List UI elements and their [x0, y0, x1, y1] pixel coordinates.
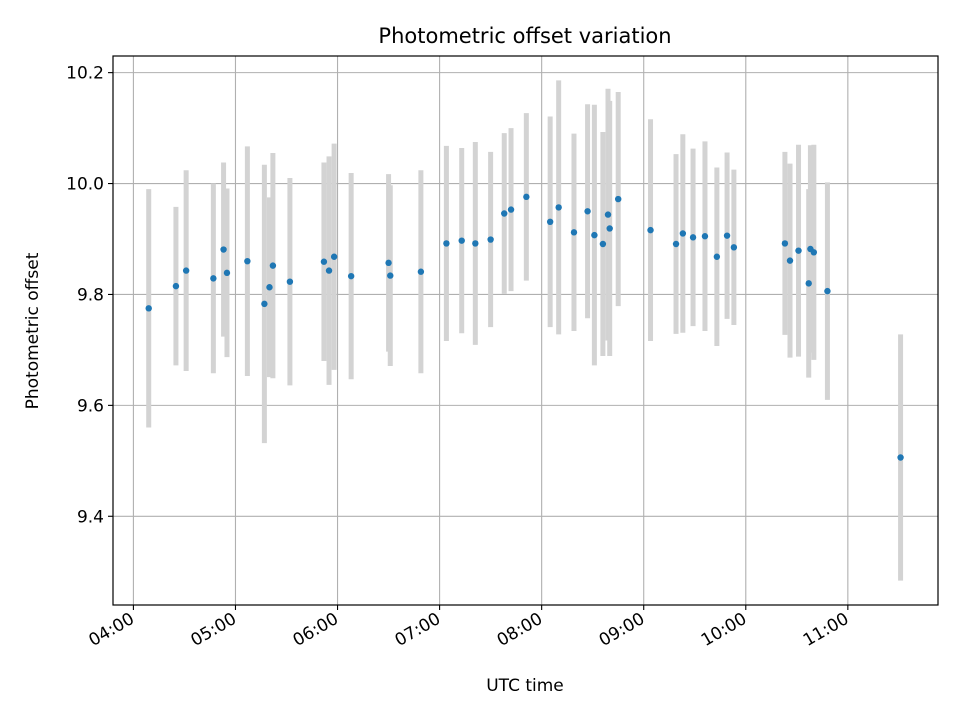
y-tick-label: 10.2 [66, 64, 104, 84]
data-point [347, 272, 355, 280]
data-point [781, 240, 789, 247]
data-point [223, 269, 231, 277]
data-points [145, 193, 904, 461]
data-point [458, 237, 465, 244]
y-tick-label: 9.6 [77, 396, 104, 416]
data-point [824, 287, 831, 295]
data-point [172, 282, 180, 290]
data-point [805, 280, 812, 287]
y-axis: 9.4 9.6 9.8 10.0 10.2 [66, 64, 113, 527]
data-point [244, 257, 251, 265]
x-axis-label: UTC time [486, 676, 564, 696]
data-point [182, 267, 190, 274]
data-point [730, 244, 738, 251]
data-point [443, 240, 450, 247]
y-axis-label: Photometric offset [23, 252, 43, 409]
data-point [584, 208, 591, 215]
data-point [220, 246, 227, 253]
data-point [261, 300, 268, 308]
y-tick-label: 9.8 [77, 285, 104, 305]
grid [113, 56, 938, 605]
data-point [523, 193, 530, 201]
data-point [723, 232, 731, 239]
data-point [320, 258, 328, 265]
data-point [606, 225, 613, 232]
plot-frame [112, 55, 939, 606]
chart-title: Photometric offset variation [378, 24, 671, 48]
data-point [647, 226, 654, 234]
data-point [487, 236, 494, 243]
data-point [591, 231, 598, 239]
data-point [679, 230, 687, 237]
data-point [701, 233, 709, 240]
data-point [546, 218, 554, 226]
data-point [672, 240, 680, 248]
y-tick-label: 10.0 [66, 175, 104, 195]
data-point [385, 259, 392, 267]
data-point [713, 253, 721, 260]
data-point [615, 195, 622, 203]
data-point [786, 257, 794, 264]
data-point [472, 240, 479, 247]
data-point [286, 278, 294, 285]
data-point [325, 267, 333, 274]
data-point [417, 268, 425, 275]
data-point [810, 249, 818, 256]
data-point [145, 305, 152, 312]
data-point [689, 234, 697, 241]
data-point [210, 275, 217, 282]
data-point [269, 262, 277, 269]
data-point [897, 454, 904, 461]
data-point [266, 284, 273, 291]
data-point [501, 210, 508, 217]
data-point [599, 240, 607, 248]
data-point [555, 204, 562, 211]
data-point [330, 253, 338, 260]
data-point [507, 206, 515, 213]
data-point [570, 229, 578, 236]
data-point [387, 272, 394, 279]
data-point [795, 247, 802, 254]
data-point [604, 211, 612, 218]
y-tick-label: 9.4 [77, 507, 104, 527]
